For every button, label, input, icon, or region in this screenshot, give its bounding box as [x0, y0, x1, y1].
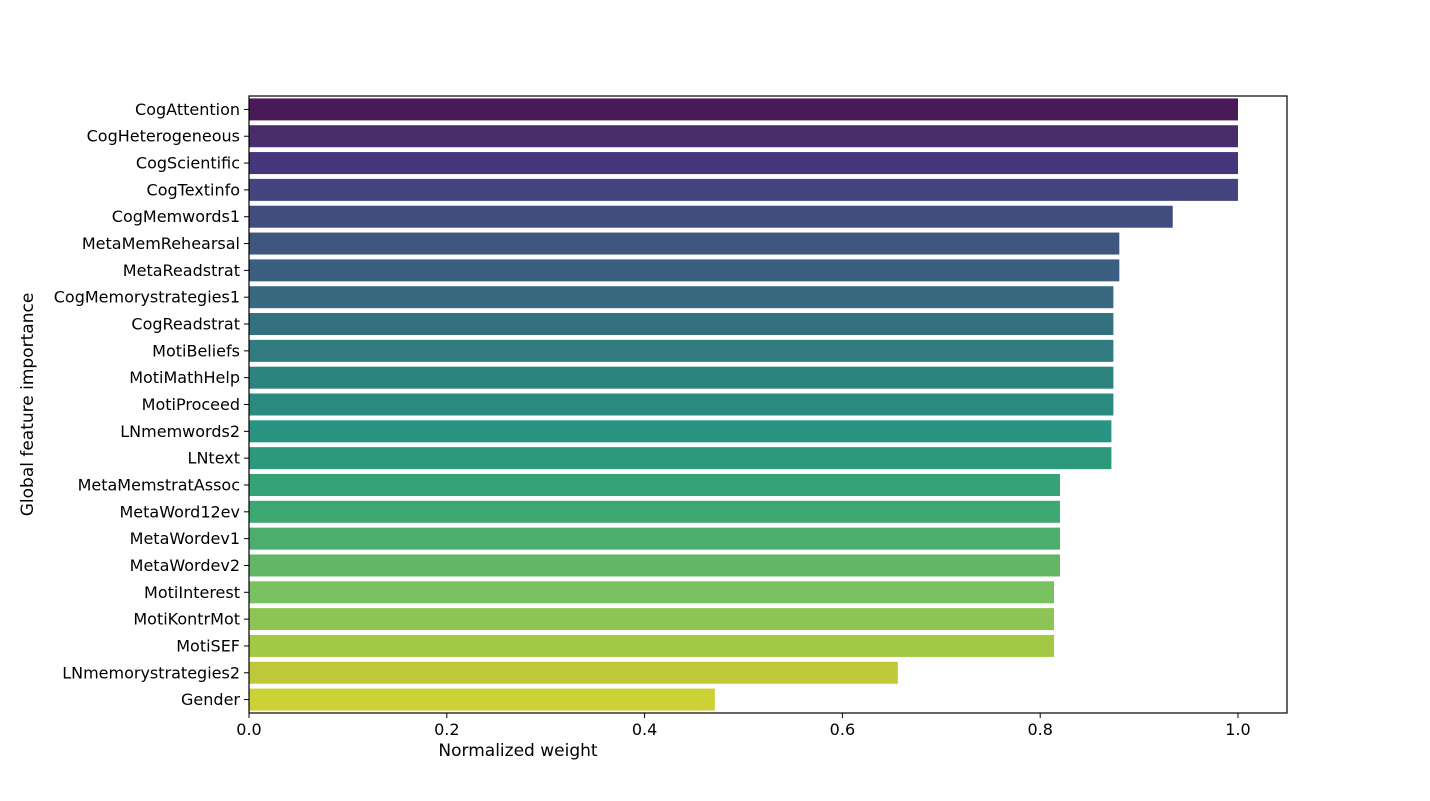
- x-tick-group: 0.0 0.2 0.4 0.6 0.8 1.0: [236, 713, 1251, 739]
- bar: [249, 178, 1238, 201]
- y-tick-label: MotiMathHelp: [129, 368, 240, 387]
- y-tick-label: Gender: [181, 690, 240, 709]
- bar: [249, 581, 1055, 604]
- y-tick-label: LNmemorystrategies2: [62, 663, 240, 682]
- bar: [249, 152, 1238, 175]
- y-axis-label: Global feature importance: [18, 293, 38, 517]
- bar: [249, 125, 1238, 148]
- x-tick-label: 0.6: [830, 720, 855, 739]
- x-tick-label: 0.4: [632, 720, 657, 739]
- bar: [249, 661, 898, 684]
- y-tick-group: CogAttention CogHeterogeneous CogScientifi…: [54, 100, 249, 709]
- y-tick-label: MetaMemRehearsal: [82, 234, 240, 253]
- bar: [249, 232, 1120, 255]
- bars-group: [249, 98, 1238, 711]
- y-tick-label: MotiKontrMot: [133, 610, 240, 629]
- bar: [249, 554, 1060, 577]
- x-tick-label: 0.2: [434, 720, 459, 739]
- x-axis-label: Normalized weight: [438, 741, 597, 761]
- bar: [249, 420, 1112, 443]
- y-tick-label: MetaWordev1: [130, 529, 240, 548]
- y-tick-label: LNtext: [188, 449, 240, 468]
- y-tick-label: CogScientific: [136, 154, 240, 173]
- x-tick-label: 1.0: [1225, 720, 1250, 739]
- y-tick-label: CogMemorystrategies1: [54, 288, 240, 307]
- y-tick-label: LNmemwords2: [120, 422, 240, 441]
- y-tick-label: MotiSEF: [176, 636, 240, 655]
- y-tick-label: MetaWord12ev: [119, 502, 240, 521]
- bar: [249, 608, 1055, 631]
- bar: [249, 634, 1055, 657]
- x-tick-label: 0.8: [1027, 720, 1052, 739]
- y-tick-label: MetaReadstrat: [123, 261, 240, 280]
- bar: [249, 286, 1114, 309]
- bar: [249, 205, 1173, 228]
- y-tick-label: MotiProceed: [142, 395, 240, 414]
- x-tick-label: 0.0: [236, 720, 261, 739]
- bar: [249, 688, 715, 711]
- bar: [249, 527, 1060, 550]
- bar: [249, 393, 1114, 416]
- bar: [249, 473, 1060, 496]
- y-tick-label: CogMemwords1: [112, 207, 240, 226]
- bar: [249, 98, 1238, 121]
- y-tick-label: MotiInterest: [144, 583, 240, 602]
- y-tick-label: CogTextinfo: [147, 180, 240, 199]
- bar: [249, 339, 1114, 362]
- bar: [249, 447, 1112, 470]
- bar: [249, 500, 1060, 523]
- y-tick-label: MetaWordev2: [130, 556, 240, 575]
- y-tick-label: MotiBeliefs: [152, 341, 240, 360]
- bar: [249, 259, 1120, 282]
- y-tick-label: MetaMemstratAssoc: [78, 475, 240, 494]
- bar: [249, 313, 1114, 336]
- bar: [249, 366, 1114, 389]
- y-tick-label: CogHeterogeneous: [87, 127, 240, 146]
- y-tick-label: CogReadstrat: [131, 315, 240, 334]
- y-tick-label: CogAttention: [135, 100, 240, 119]
